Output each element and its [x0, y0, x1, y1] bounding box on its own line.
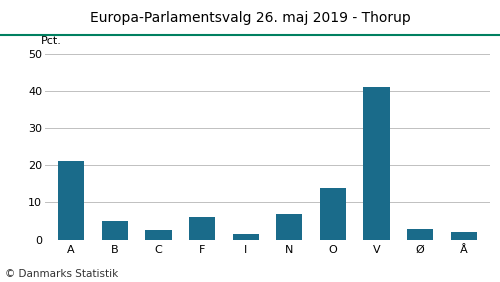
Bar [189, 217, 215, 240]
Text: Europa-Parlamentsvalg 26. maj 2019 - Thorup: Europa-Parlamentsvalg 26. maj 2019 - Tho… [90, 11, 410, 25]
Bar [407, 228, 434, 240]
Text: © Danmarks Statistik: © Danmarks Statistik [5, 269, 118, 279]
Bar [320, 188, 346, 240]
Bar [450, 232, 477, 240]
Bar [102, 221, 128, 240]
Bar [276, 214, 302, 240]
Bar [146, 230, 172, 240]
Text: Pct.: Pct. [40, 36, 62, 46]
Bar [364, 87, 390, 240]
Bar [232, 234, 259, 240]
Bar [58, 161, 84, 240]
